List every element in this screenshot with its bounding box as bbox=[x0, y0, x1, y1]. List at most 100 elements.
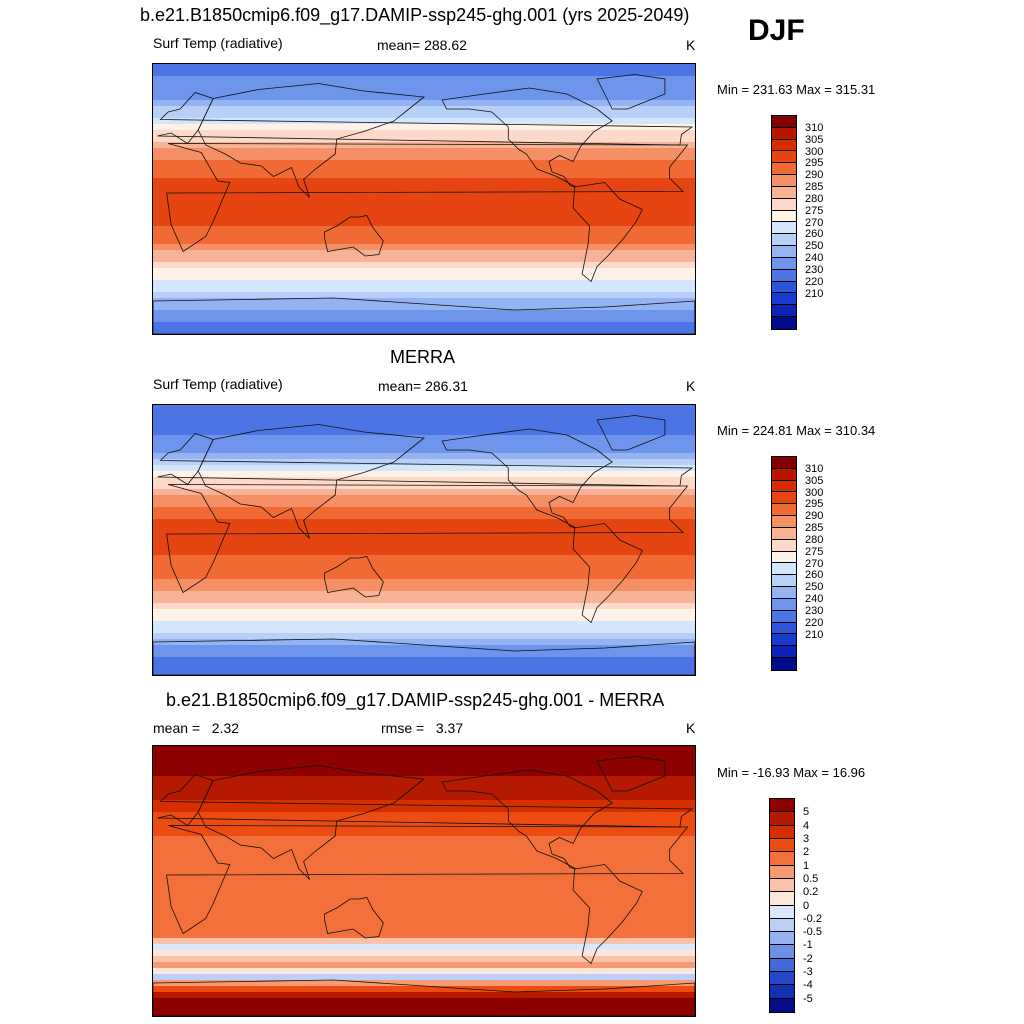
colorbar-tick-label: 210 bbox=[805, 287, 824, 300]
colorbar-tick-label: 285 bbox=[805, 181, 824, 193]
panel-merra-lat-band bbox=[153, 573, 695, 580]
colorbar-segment bbox=[772, 527, 796, 540]
panel-model-lat-band bbox=[153, 238, 695, 245]
panel-model-lat-band bbox=[153, 142, 695, 149]
colorbar-segment bbox=[772, 598, 796, 611]
panel-model-lat-band bbox=[153, 178, 695, 185]
panel-merra-lat-band bbox=[153, 567, 695, 574]
colorbar-segment bbox=[772, 281, 796, 294]
coastline-greenland bbox=[596, 74, 666, 110]
colorbar-tick-label: 230 bbox=[805, 263, 824, 276]
panel-merra-lat-band bbox=[153, 501, 695, 508]
colorbar-segment bbox=[772, 222, 796, 235]
panel-model-lat-band bbox=[153, 220, 695, 227]
colorbar-box bbox=[769, 798, 795, 1013]
panel-diff-lat-band bbox=[153, 764, 695, 771]
panel-model-lat-band bbox=[153, 226, 695, 233]
panel-model-lat-band bbox=[153, 316, 695, 323]
panel-diff-rmse-prefix: rmse = bbox=[381, 720, 425, 736]
panel-model-title: b.e21.B1850cmip6.f09_g17.DAMIP-ssp245-gh… bbox=[140, 5, 690, 25]
panel-model-lat-band bbox=[153, 292, 695, 299]
panel-model-lat-band bbox=[153, 64, 695, 71]
colorbar-tick-label: -4 bbox=[803, 979, 813, 992]
colorbar-segment bbox=[772, 139, 796, 152]
colorbar-segment bbox=[772, 198, 796, 211]
colorbar-segment bbox=[772, 246, 796, 258]
panel-merra-lat-band bbox=[153, 555, 695, 562]
colorbar-tick-label: -0.5 bbox=[803, 926, 822, 939]
panel-diff-lat-band bbox=[153, 932, 695, 939]
panel-diff-rmse-label: rmse = 3.37 bbox=[381, 720, 463, 736]
panel-model-lat-band bbox=[153, 280, 695, 287]
panel-diff-lat-band bbox=[153, 968, 695, 975]
panel-diff-lat-band bbox=[153, 992, 695, 999]
colorbar-tick-label: 275 bbox=[805, 545, 824, 558]
colorbar-segment bbox=[770, 799, 794, 813]
panel-merra-lat-band bbox=[153, 627, 695, 634]
colorbar-segment bbox=[772, 504, 796, 517]
panel-merra-lat-band bbox=[153, 531, 695, 538]
panel-model-minmax: Min = 231.63 Max = 315.31 bbox=[717, 82, 876, 97]
colorbar-tick-label: -5 bbox=[803, 992, 813, 1005]
colorbar-segment bbox=[772, 234, 796, 247]
panel-diff-lat-band bbox=[153, 956, 695, 963]
panel-merra-lat-band bbox=[153, 591, 695, 598]
panel-diff-lat-band bbox=[153, 836, 695, 843]
colorbar-segment bbox=[772, 658, 796, 670]
colorbar-tick-label: 240 bbox=[805, 252, 824, 264]
colorbar-tick-label: 5 bbox=[803, 806, 810, 819]
panel-diff-rmse-value: 3.37 bbox=[435, 720, 464, 736]
colorbar-segment bbox=[770, 892, 794, 906]
colorbar-tick-label: 295 bbox=[805, 157, 824, 170]
panel-merra-lat-band bbox=[153, 537, 695, 544]
panel-diff-mean-prefix: mean = bbox=[153, 720, 201, 736]
panel-model-lat-band bbox=[153, 184, 695, 191]
colorbar-segment bbox=[772, 634, 796, 647]
colorbar-segment bbox=[772, 305, 796, 318]
colorbar-segment bbox=[770, 998, 794, 1012]
colorbar-tick-label: -2 bbox=[803, 952, 813, 965]
panel-diff-lat-band bbox=[153, 890, 695, 897]
panel-model-lat-band bbox=[153, 112, 695, 119]
panel-merra-lat-band bbox=[153, 417, 695, 424]
coastline-europe bbox=[157, 774, 694, 828]
panel-diff-lat-band bbox=[153, 986, 695, 993]
colorbar-segment bbox=[770, 878, 794, 893]
coastline-europe bbox=[157, 92, 694, 146]
colorbar-segment bbox=[772, 575, 796, 588]
coastline-antarctica bbox=[153, 297, 695, 334]
coastline-greenland bbox=[596, 415, 666, 451]
panel-merra-lat-band bbox=[153, 519, 695, 526]
colorbar-segment bbox=[772, 116, 796, 128]
colorbar-segment bbox=[772, 317, 796, 329]
panel-model-lat-band bbox=[153, 250, 695, 257]
colorbar-segment bbox=[770, 945, 794, 959]
panel-model-lat-band bbox=[153, 82, 695, 89]
coastline-n_america bbox=[441, 769, 613, 870]
panel-diff-lat-band bbox=[153, 914, 695, 921]
panel-model-lat-band bbox=[153, 214, 695, 221]
panel-diff-lat-band bbox=[153, 842, 695, 849]
panel-merra-lat-band bbox=[153, 459, 695, 466]
panel-diff-lat-band bbox=[153, 806, 695, 813]
panel-diff-lat-band bbox=[153, 824, 695, 831]
panel-merra-mean-label: mean= 286.31 bbox=[378, 378, 468, 394]
panel-diff-lat-band bbox=[153, 854, 695, 861]
colorbar-segment bbox=[772, 163, 796, 176]
panel-merra-units: K bbox=[686, 378, 696, 394]
panel-diff-lat-band bbox=[153, 884, 695, 891]
season-label: DJF bbox=[748, 14, 805, 47]
panel-model-lat-band bbox=[153, 232, 695, 239]
panel-merra-lat-band bbox=[153, 615, 695, 622]
panel-merra-lat-band bbox=[153, 657, 695, 664]
colorbar-tick-label: 285 bbox=[805, 522, 824, 534]
colorbar-tick-label: 280 bbox=[805, 192, 824, 205]
colorbar-tick-label: 300 bbox=[805, 486, 824, 499]
colorbar-segment bbox=[770, 918, 794, 933]
panel-diff-lat-band bbox=[153, 872, 695, 879]
panel-diff-lat-band bbox=[153, 860, 695, 867]
panel-merra-lat-band bbox=[153, 441, 695, 448]
panel-diff-lat-band bbox=[153, 902, 695, 909]
panel-diff-lat-band bbox=[153, 770, 695, 777]
panel-diff-lat-band bbox=[153, 788, 695, 795]
